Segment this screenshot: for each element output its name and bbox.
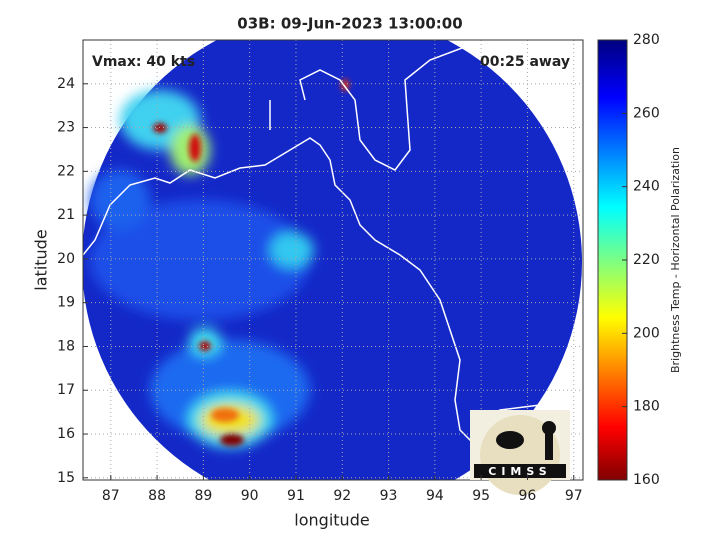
- x-tick-label: 88: [148, 488, 166, 504]
- x-tick-label: 96: [519, 488, 537, 504]
- x-tick-label: 91: [287, 488, 305, 504]
- colorbar-tick-label: 280: [633, 32, 660, 48]
- imagery: [83, 40, 583, 480]
- y-tick-label: 16: [57, 426, 75, 442]
- colorbar-tick-label: 260: [633, 105, 660, 121]
- colorbar-tick-label: 200: [633, 325, 660, 341]
- x-tick-label: 89: [194, 488, 212, 504]
- x-tick-label: 95: [472, 488, 490, 504]
- x-tick-label: 94: [426, 488, 444, 504]
- y-tick-label: 22: [57, 163, 75, 179]
- logo: CIMSS: [470, 410, 570, 495]
- y-axis-label: latitude: [32, 229, 51, 290]
- colorbar-tick-label: 180: [633, 399, 660, 415]
- y-tick-label: 15: [57, 470, 75, 486]
- x-tick-label: 92: [333, 488, 351, 504]
- x-tick-label: 97: [565, 488, 583, 504]
- x-tick-label: 90: [241, 488, 259, 504]
- logo-text: CIMSS: [488, 465, 551, 478]
- x-axis-label: longitude: [294, 511, 369, 530]
- x-tick-label: 87: [102, 488, 120, 504]
- x-tick-label: 93: [380, 488, 398, 504]
- plot-frame: [82, 39, 584, 481]
- y-tick-label: 21: [57, 207, 75, 223]
- y-tick-label: 18: [57, 338, 75, 354]
- colorbar-tick-label: 220: [633, 252, 660, 268]
- y-tick-label: 19: [57, 295, 75, 311]
- y-tick-label: 23: [57, 120, 75, 136]
- annotation: 00:25 away: [480, 54, 570, 70]
- colorbar-tick-label: 160: [633, 472, 660, 488]
- title: 03B: 09-Jun-2023 13:00:00: [237, 15, 462, 33]
- y-tick-label: 20: [57, 251, 75, 267]
- y-tick-label: 24: [57, 76, 75, 92]
- y-tick-label: 17: [57, 382, 75, 398]
- colorbar-label: Brightness Temp - Horizontal Polarizatio…: [669, 147, 682, 373]
- annotation: Vmax: 40 kts: [92, 54, 195, 70]
- colorbar-tick-label: 240: [633, 179, 660, 195]
